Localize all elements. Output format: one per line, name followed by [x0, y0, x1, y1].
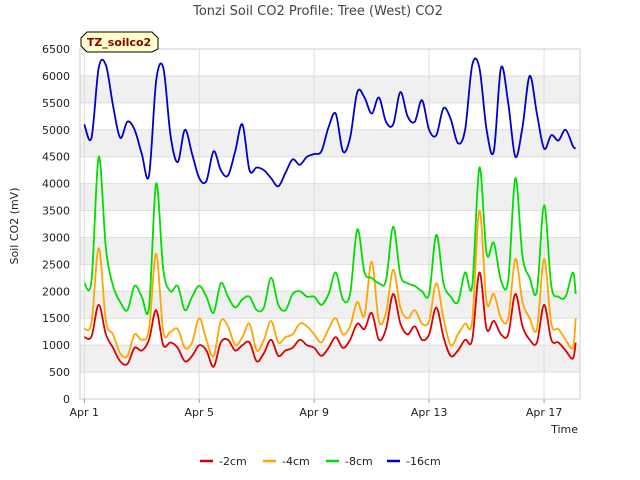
- legend-label: -8cm: [345, 455, 373, 468]
- site-badge-shape: [80, 31, 159, 53]
- x-tick-label: Apr 1: [70, 406, 100, 419]
- y-tick-label: 2500: [42, 258, 70, 271]
- x-tick-labels: Apr 1 Apr 5 Apr 9 Apr 13 Apr 17: [70, 399, 563, 419]
- y-tick-label: 5500: [42, 97, 70, 110]
- y-tick-label: 1000: [42, 339, 70, 352]
- x-tick-label: Apr 13: [411, 406, 448, 419]
- x-axis-label: Time: [550, 423, 578, 436]
- plot-background-bands: [80, 75, 580, 373]
- series-lines: [83, 57, 577, 368]
- y-tick-label: 3500: [42, 205, 70, 218]
- series-line-16cm: [83, 57, 577, 188]
- y-tick-label: 4500: [42, 151, 70, 164]
- legend-label: -4cm: [282, 455, 310, 468]
- legend: -2cm -4cm -8cm -16cm: [200, 455, 441, 468]
- chart-title: Tonzi Soil CO2 Profile: Tree (West) CO2: [192, 4, 443, 19]
- x-tick-label: Apr 5: [184, 406, 214, 419]
- series-line-4cm: [83, 209, 577, 359]
- legend-label: -16cm: [406, 455, 441, 468]
- x-tick-label: Apr 17: [526, 406, 563, 419]
- site-badge: TZ_soilco2: [80, 31, 159, 53]
- y-tick-label: 0: [63, 393, 70, 406]
- plot-frame: [79, 48, 581, 400]
- y-tick-label: 3000: [42, 231, 70, 244]
- y-axis-label: Soil CO2 (mV): [8, 188, 21, 265]
- y-tick-label: 5000: [42, 124, 70, 137]
- legend-label: -2cm: [219, 455, 247, 468]
- y-tick-label: 2000: [42, 285, 70, 298]
- series-line-8cm: [83, 155, 577, 316]
- plot-band: [80, 75, 580, 103]
- y-tick-label: 6000: [42, 70, 70, 83]
- plot-band: [80, 345, 580, 373]
- y-tick-labels: 0 500 1000 1500 2000 2500 3000 3500 4000 4500 5000…: [42, 43, 70, 406]
- site-badge-label: TZ_soilco2: [87, 36, 151, 49]
- x-tick-label: Apr 9: [299, 406, 329, 419]
- plot-band: [80, 129, 580, 157]
- series-line-2cm: [84, 271, 577, 368]
- y-tick-label: 4000: [42, 178, 70, 191]
- plot-band: [80, 183, 580, 211]
- y-tick-label: 500: [49, 366, 70, 379]
- y-tick-label: 1500: [42, 312, 70, 325]
- y-tick-label: 6500: [42, 43, 70, 56]
